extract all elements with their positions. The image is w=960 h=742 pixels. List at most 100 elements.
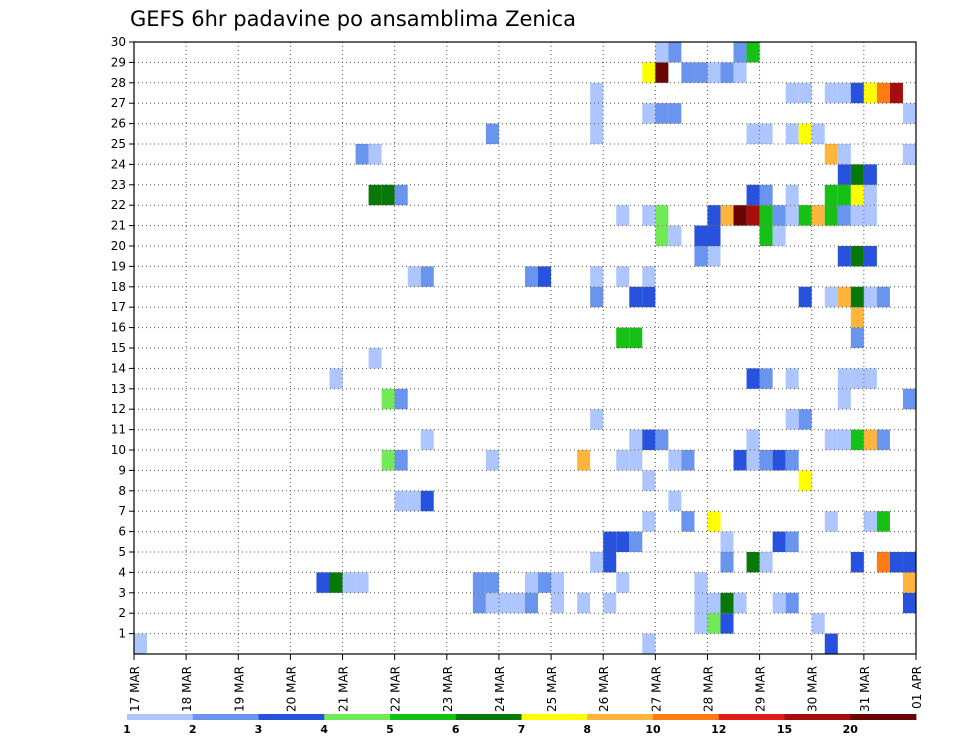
heatmap-cell xyxy=(733,450,747,471)
heatmap-cell xyxy=(746,368,760,389)
heatmap-cell xyxy=(902,103,916,124)
heatmap-cell xyxy=(603,592,617,614)
heatmap-cell xyxy=(681,450,695,471)
heatmap-cell xyxy=(824,429,838,450)
heatmap-cell xyxy=(811,205,825,226)
heatmap-cell xyxy=(720,613,734,634)
heatmap-cell xyxy=(525,592,539,614)
heatmap-cell xyxy=(837,164,851,185)
heatmap-cell xyxy=(850,429,864,450)
legend-label: 8 xyxy=(583,723,591,736)
y-tick-label: 28 xyxy=(111,76,126,90)
legend-swatch xyxy=(521,714,588,720)
heatmap-cell xyxy=(837,184,851,206)
legend-swatch xyxy=(258,714,325,720)
heatmap-cell xyxy=(668,42,682,63)
heatmap-cell xyxy=(837,205,851,226)
heatmap-cell xyxy=(616,450,630,471)
heatmap-cell xyxy=(368,144,382,165)
heatmap-cell xyxy=(863,82,877,104)
x-tick-label: 29 MAR xyxy=(754,666,768,712)
heatmap-cell xyxy=(863,184,877,206)
heatmap-cell xyxy=(551,572,565,593)
heatmap-cell xyxy=(759,184,773,206)
y-tick-label: 10 xyxy=(111,443,126,457)
heatmap-cell xyxy=(511,592,525,614)
heatmap-cell xyxy=(316,572,330,593)
heatmap-cell xyxy=(694,592,708,614)
legend-swatch xyxy=(324,714,391,720)
y-tick-label: 3 xyxy=(118,586,126,600)
heatmap-cell xyxy=(850,307,864,328)
heatmap-cell xyxy=(837,388,851,410)
heatmap-cell xyxy=(720,531,734,552)
heatmap-cell xyxy=(642,62,656,83)
legend-swatch xyxy=(192,714,259,720)
legend-swatch xyxy=(784,714,851,720)
y-tick-label: 29 xyxy=(111,55,126,69)
heatmap-cell xyxy=(824,184,838,206)
y-tick-label: 17 xyxy=(111,300,126,314)
legend-swatch xyxy=(390,714,457,720)
heatmap-cell xyxy=(342,572,356,593)
heatmap-cell xyxy=(772,531,786,552)
y-tick-label: 30 xyxy=(111,35,126,49)
heatmap-cell xyxy=(329,572,343,593)
heatmap-cell xyxy=(785,409,799,430)
y-tick-label: 4 xyxy=(118,565,126,579)
heatmap-cell xyxy=(837,144,851,165)
legend-swatch xyxy=(127,714,194,720)
heatmap-cell xyxy=(785,592,799,614)
y-tick-label: 5 xyxy=(118,545,126,559)
y-tick-label: 24 xyxy=(111,157,126,171)
plot-frame xyxy=(133,41,917,655)
heatmap-cell xyxy=(863,205,877,226)
heatmap-cell xyxy=(850,246,864,267)
heatmap-cell xyxy=(551,592,565,614)
x-tick-label: 21 MAR xyxy=(337,666,351,712)
heatmap-cell xyxy=(785,368,799,389)
heatmap-cell xyxy=(824,144,838,165)
legend-swatch xyxy=(850,714,917,720)
heatmap-cell xyxy=(876,511,890,532)
heatmap-cell xyxy=(668,225,682,246)
heatmap-cell xyxy=(407,266,421,287)
heatmap-cell xyxy=(837,286,851,308)
heatmap-cell xyxy=(355,572,369,593)
y-tick-label: 14 xyxy=(111,361,126,375)
heatmap-cell xyxy=(694,225,708,246)
heatmap-cell xyxy=(668,103,682,124)
heatmap-cell xyxy=(902,572,916,593)
heatmap-cell xyxy=(733,205,747,226)
heatmap-cell xyxy=(798,409,812,430)
heatmap-cell xyxy=(772,205,786,226)
heatmap-cell xyxy=(485,592,499,614)
heatmap-cell xyxy=(655,62,669,83)
heatmap-cell xyxy=(590,552,604,573)
heatmap-cell xyxy=(394,184,408,206)
y-tick-label: 20 xyxy=(111,239,126,253)
x-tick-label: 17 MAR xyxy=(128,666,142,712)
heatmap-cell xyxy=(134,633,148,654)
heatmap-cell xyxy=(811,613,825,634)
heatmap-cell xyxy=(798,205,812,226)
heatmap-cell xyxy=(850,184,864,206)
y-tick-label: 26 xyxy=(111,117,126,131)
heatmap-cell xyxy=(407,490,421,512)
heatmap-cell xyxy=(798,286,812,308)
x-tick-label: 31 MAR xyxy=(858,666,872,712)
legend-label: 1 xyxy=(123,723,131,736)
heatmap-cell xyxy=(824,82,838,104)
heatmap-cell xyxy=(616,266,630,287)
heatmap-cell xyxy=(733,592,747,614)
heatmap-cell xyxy=(759,225,773,246)
legend-swatch xyxy=(587,714,654,720)
legend-label: 3 xyxy=(255,723,263,736)
heatmap-cells xyxy=(134,42,916,654)
heatmap-cell xyxy=(485,123,499,144)
heatmap-cell xyxy=(720,592,734,614)
y-tick-label: 18 xyxy=(111,280,126,294)
x-tick-label: 22 MAR xyxy=(389,666,403,712)
x-tick-label: 30 MAR xyxy=(806,666,820,712)
y-tick-label: 6 xyxy=(118,525,126,539)
